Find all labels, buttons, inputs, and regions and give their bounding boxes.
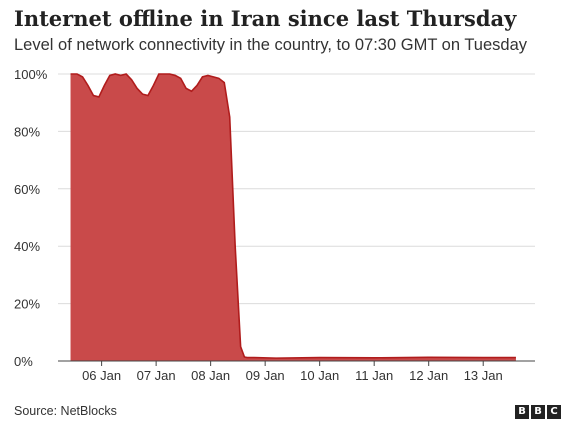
y-tick-label: 100% — [14, 67, 48, 82]
logo-letter: B — [515, 405, 529, 419]
series-line — [70, 73, 516, 359]
logo-letter: C — [547, 405, 561, 419]
x-tick-label: 06 Jan — [82, 368, 121, 383]
x-tick-label: 12 Jan — [409, 368, 448, 383]
plot-area — [70, 73, 516, 361]
x-tick-label: 09 Jan — [246, 368, 285, 383]
x-tick-label: 07 Jan — [137, 368, 176, 383]
axes: 0% 20% 40% 60% 80% 100% 06 Jan 07 Jan 08 Jan 09 J… — [14, 67, 535, 383]
logo-letter: B — [531, 405, 545, 419]
y-tick-label: 60% — [14, 182, 40, 197]
chart-title: Internet offline in Iran since last Thur… — [14, 6, 517, 31]
x-tick-label: 11 Jan — [355, 368, 393, 383]
y-tick-label: 20% — [14, 297, 40, 312]
y-tick-label: 40% — [14, 239, 40, 254]
y-tick-label: 0% — [14, 354, 33, 369]
chart-subtitle: Level of network connectivity in the cou… — [14, 36, 527, 54]
connectivity-chart: 0% 20% 40% 60% 80% 100% 06 Jan 07 Jan 08 Jan 09 J… — [14, 67, 535, 383]
x-tick-label: 10 Jan — [300, 368, 339, 383]
series-area — [70, 74, 516, 361]
x-tick-label: 08 Jan — [191, 368, 230, 383]
bbc-logo: B B C — [515, 405, 561, 419]
source-note: Source: NetBlocks — [14, 404, 117, 418]
x-tick-label: 13 Jan — [464, 368, 503, 383]
y-tick-label: 80% — [14, 124, 40, 139]
